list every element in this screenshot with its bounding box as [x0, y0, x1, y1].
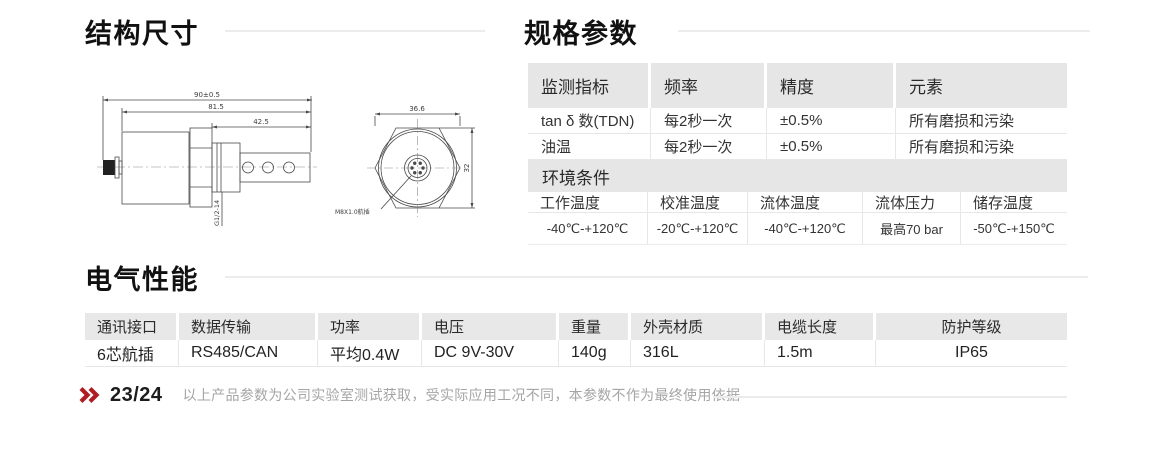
sensor-front-view-drawing [367, 112, 475, 217]
env-cell: -50℃-+150℃ [961, 213, 1067, 245]
spec-cell: 每2秒一次 [651, 108, 767, 134]
env-table-header-row: 工作温度 校准温度 流体温度 流体压力 储存温度 [528, 192, 1067, 213]
dim-label-probe-length: 42.5 [253, 118, 269, 126]
env-conditions-band: 环境条件 [528, 160, 1067, 192]
section-title-specs: 规格参数 [524, 19, 638, 49]
elec-col-header: 功率 [318, 313, 422, 340]
heading-rule [678, 30, 1090, 32]
electrical-table: 通讯接口 数据传输 功率 电压 重量 外壳材质 电缆长度 防护等级 6芯航插 R… [85, 313, 1067, 367]
env-cell: -40℃-+120℃ [748, 213, 863, 245]
spec-cell: ±0.5% [767, 134, 896, 160]
spec-col-header: 元素 [896, 63, 1067, 108]
spec-cell: tan δ 数(TDN) [528, 108, 651, 134]
elec-col-header: 重量 [559, 313, 631, 340]
footer: 23/24 以上产品参数为公司实验室测试获取，受实际应用工况不同，本参数不作为最… [79, 383, 740, 407]
elec-cell: 316L [631, 340, 765, 367]
technical-drawing: 90±0.5 81.5 42.5 G1/2-14 [97, 91, 475, 226]
elec-cell: 1.5m [765, 340, 876, 367]
spec-col-header: 频率 [651, 63, 767, 108]
elec-cell: 平均0.4W [318, 340, 422, 367]
spec-table-row: tan δ 数(TDN) 每2秒一次 ±0.5% 所有磨损和污染 [528, 108, 1067, 134]
electrical-value-row: 6芯航插 RS485/CAN 平均0.4W DC 9V-30V 140g 316… [85, 340, 1067, 367]
spec-cell: 所有磨损和污染 [896, 108, 1067, 134]
dim-label-mid-length: 81.5 [208, 103, 224, 111]
section-title-electrical: 电气性能 [85, 265, 199, 295]
env-col-header: 流体温度 [748, 192, 863, 213]
env-table-value-row: -40℃-+120℃ -20℃-+120℃ -40℃-+120℃ 最高70 ba… [528, 213, 1067, 245]
page-number: 23/24 [110, 383, 163, 406]
elec-cell: RS485/CAN [179, 340, 318, 367]
elec-cell: 6芯航插 [85, 340, 179, 367]
connector-type-label: M8X1.0航插 [335, 208, 370, 216]
env-cell: -40℃-+120℃ [528, 213, 648, 245]
dim-label-hex-width: 36.6 [409, 105, 425, 113]
spec-col-header: 监测指标 [528, 63, 651, 108]
elec-col-header: 防护等级 [876, 313, 1067, 340]
heading-rule [225, 276, 1088, 278]
dim-label-hex-height: 32 [463, 164, 471, 173]
env-col-header: 校准温度 [648, 192, 748, 213]
heading-rule [225, 30, 485, 32]
section-title-structure: 结构尺寸 [85, 19, 199, 49]
spec-cell: 每2秒一次 [651, 134, 767, 160]
spec-table-row: 油温 每2秒一次 ±0.5% 所有磨损和污染 [528, 134, 1067, 160]
electrical-header-row: 通讯接口 数据传输 功率 电压 重量 外壳材质 电缆长度 防护等级 [85, 313, 1067, 340]
elec-cell: 140g [559, 340, 631, 367]
connector-pins [410, 161, 425, 175]
env-col-header: 流体压力 [863, 192, 961, 213]
env-col-header: 储存温度 [961, 192, 1067, 213]
elec-col-header: 电缆长度 [765, 313, 876, 340]
thread-spec-label: G1/2-14 [213, 200, 221, 226]
elec-col-header: 数据传输 [179, 313, 318, 340]
footer-rule [713, 396, 1067, 398]
dim-label-overall-length: 90±0.5 [194, 91, 220, 99]
elec-col-header: 电压 [422, 313, 559, 340]
env-col-header: 工作温度 [528, 192, 648, 213]
elec-col-header: 外壳材质 [631, 313, 765, 340]
env-cell: 最高70 bar [863, 213, 961, 245]
page-indicator-chevrons-icon [79, 387, 100, 403]
spec-cell: 所有磨损和污染 [896, 134, 1067, 160]
elec-col-header: 通讯接口 [85, 313, 179, 340]
sensor-side-view-drawing [97, 96, 317, 226]
spec-cell: 油温 [528, 134, 651, 160]
elec-cell: IP65 [876, 340, 1067, 367]
disclaimer-note: 以上产品参数为公司实验室测试获取，受实际应用工况不同，本参数不作为最终使用依据 [182, 387, 741, 403]
spec-cell: ±0.5% [767, 108, 896, 134]
spec-col-header: 精度 [767, 63, 896, 108]
env-cell: -20℃-+120℃ [648, 213, 748, 245]
spec-table: 监测指标 频率 精度 元素 tan δ 数(TDN) 每2秒一次 ±0.5% 所… [528, 63, 1067, 245]
spec-table-header-row: 监测指标 频率 精度 元素 [528, 63, 1067, 108]
elec-cell: DC 9V-30V [422, 340, 559, 367]
